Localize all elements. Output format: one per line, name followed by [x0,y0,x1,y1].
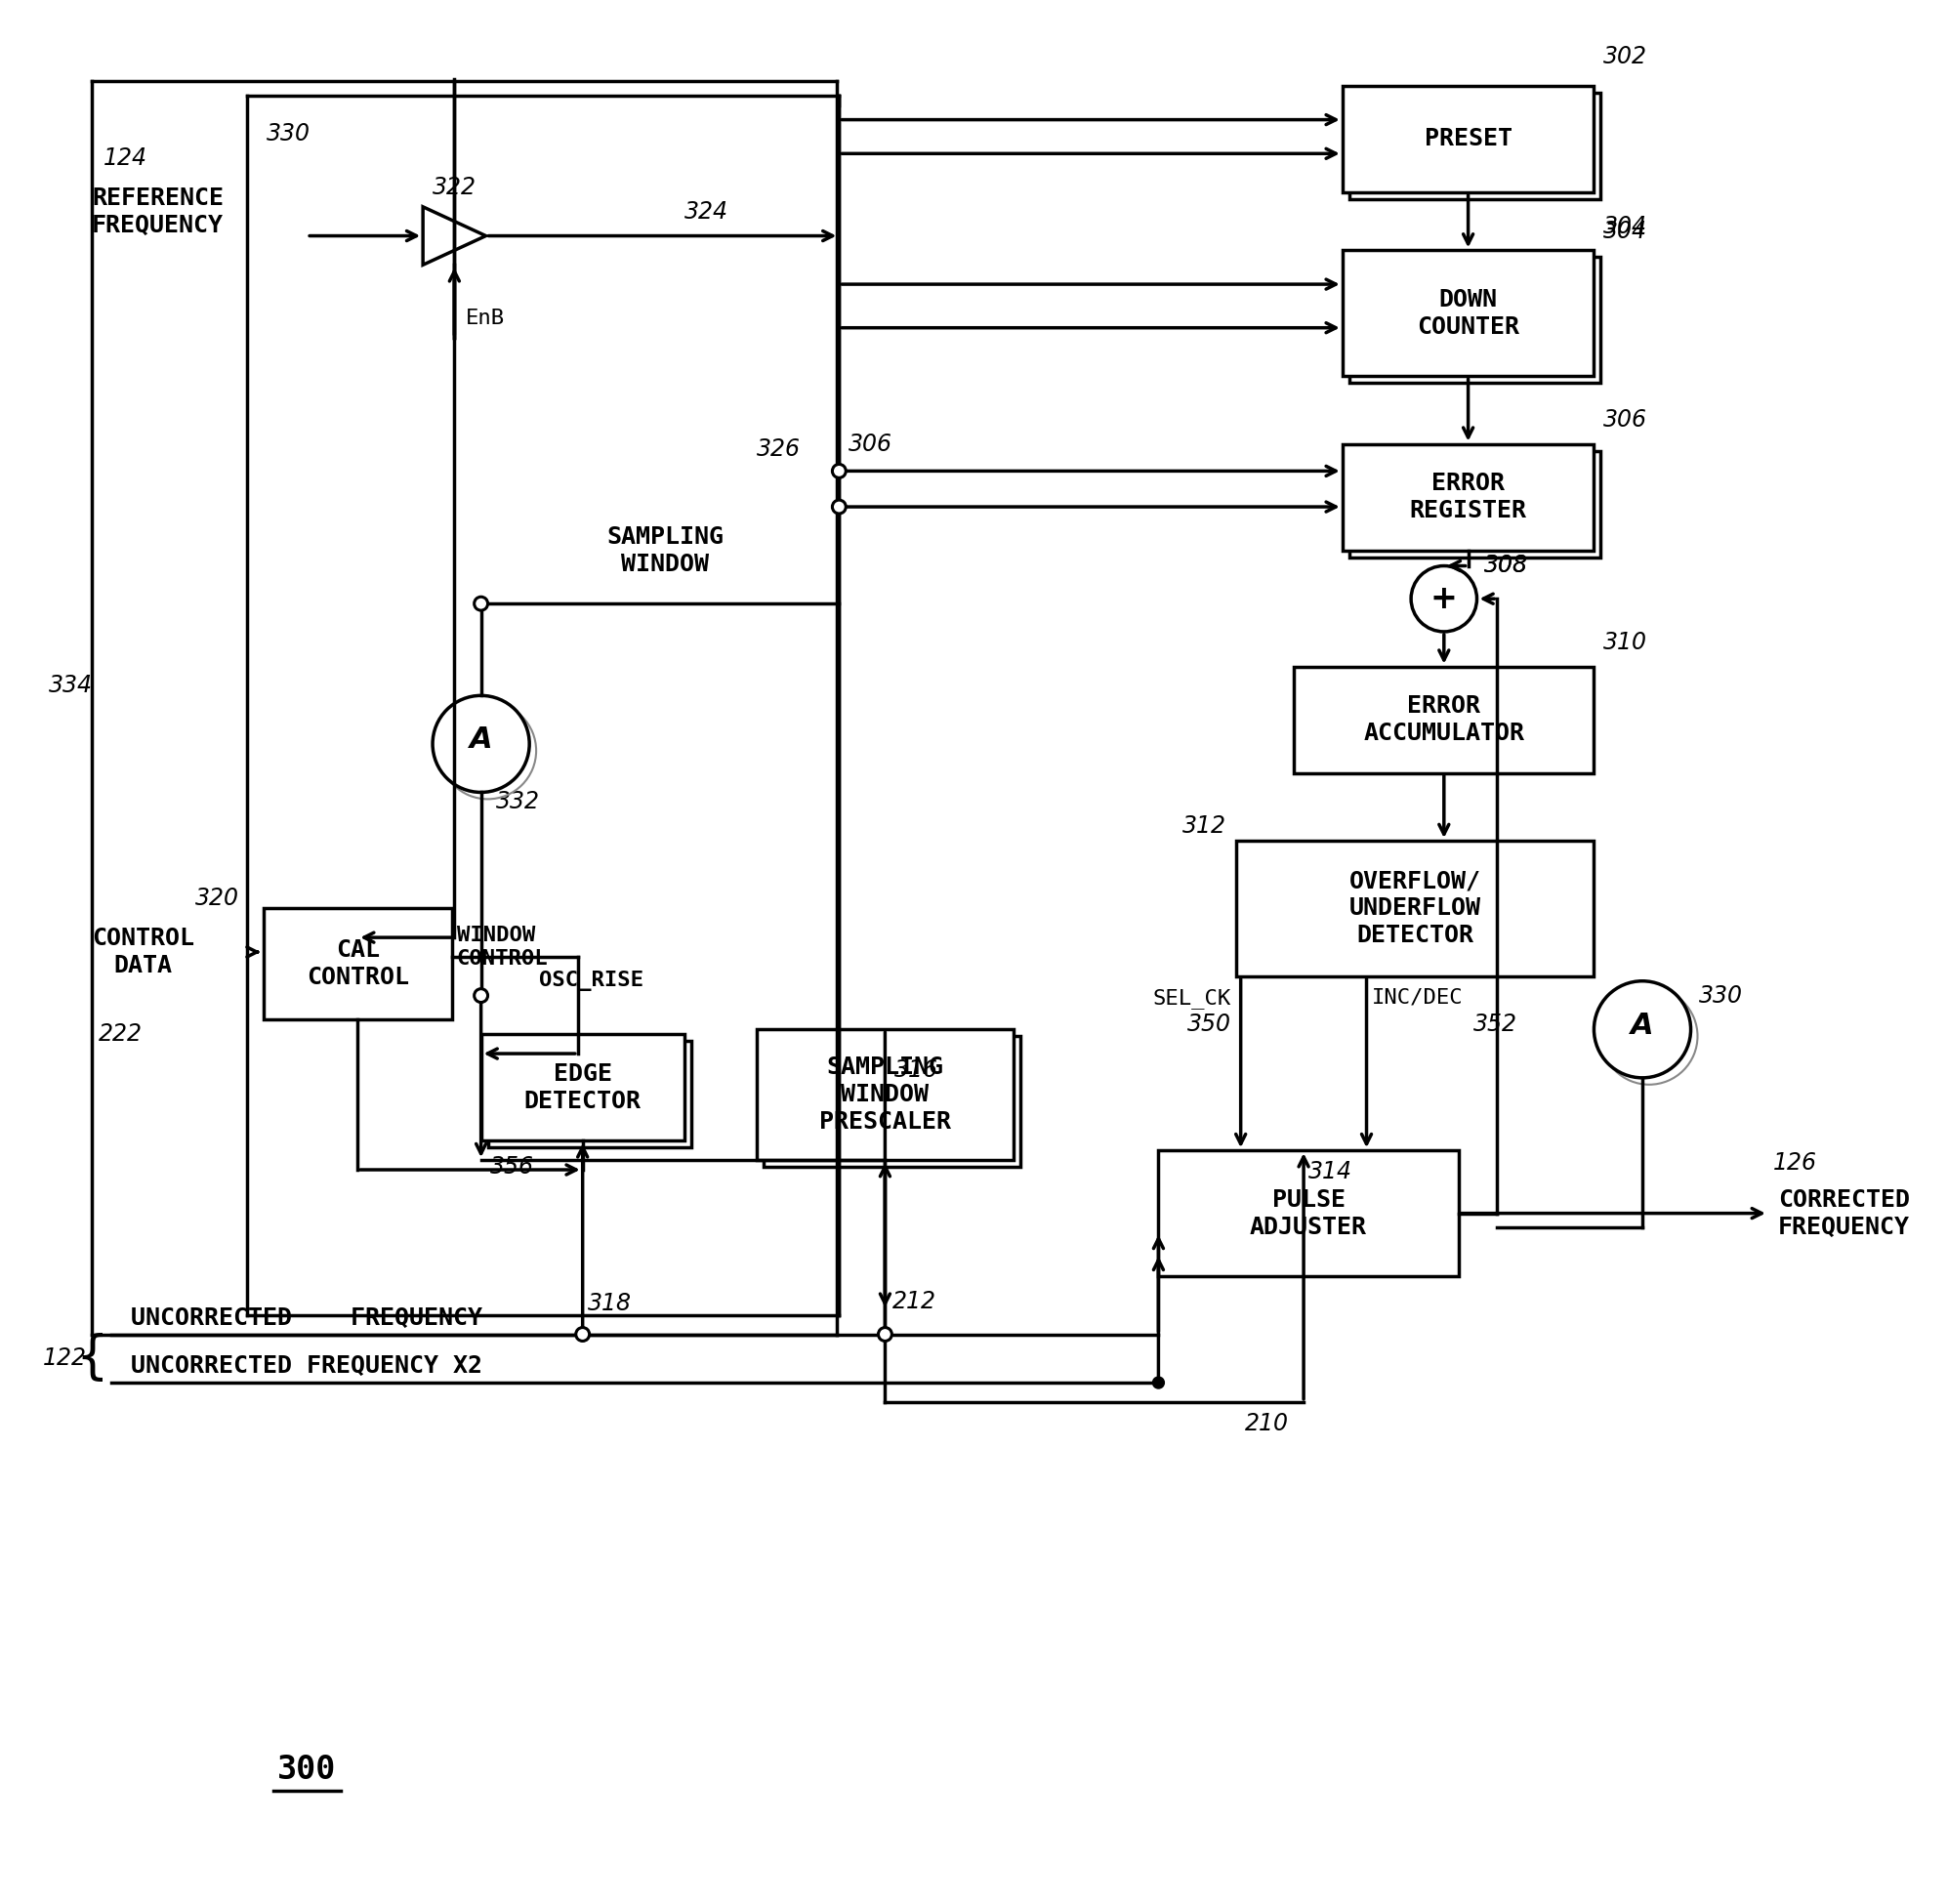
Text: SEL_CK: SEL_CK [1153,988,1231,1009]
Bar [481,1034,683,1140]
Text: 124: 124 [103,147,148,169]
Bar [1236,842,1595,977]
Text: 322: 322 [432,175,477,200]
Text: 222: 222 [99,1022,142,1045]
Text: 306: 306 [1604,407,1647,432]
Bar [1349,93,1600,200]
Text: 308: 308 [1486,554,1528,577]
Text: 210: 210 [1246,1411,1289,1436]
Text: CONTROL
DATA: CONTROL DATA [92,927,195,977]
Bar [489,1041,691,1148]
Text: EnB: EnB [465,308,504,327]
Bar [1349,257,1600,383]
Text: 352: 352 [1474,1013,1517,1036]
Text: OVERFLOW/
UNDERFLOW
DETECTOR: OVERFLOW/ UNDERFLOW DETECTOR [1349,870,1482,948]
Text: 306: 306 [849,432,894,455]
Text: 314: 314 [1308,1160,1353,1184]
Circle shape [1595,981,1690,1078]
Text: 320: 320 [195,887,239,910]
Bar [1341,249,1595,377]
Text: UNCORRECTED    FREQUENCY: UNCORRECTED FREQUENCY [130,1306,483,1329]
Circle shape [831,465,845,478]
Bar [1158,1150,1458,1276]
Circle shape [475,988,489,1002]
Bar [1295,666,1595,773]
Text: 332: 332 [496,790,539,813]
Text: DOWN
COUNTER: DOWN COUNTER [1417,288,1519,339]
Text: +: + [1431,583,1458,615]
Circle shape [878,1327,892,1340]
Circle shape [1412,565,1478,632]
Circle shape [1153,1377,1164,1388]
Text: ERROR
ACCUMULATOR: ERROR ACCUMULATOR [1363,695,1525,744]
Text: 326: 326 [757,438,800,461]
Circle shape [831,501,845,514]
Text: 212: 212 [894,1289,937,1314]
Circle shape [576,1329,588,1340]
Text: 350: 350 [1188,1013,1231,1036]
Text: 126: 126 [1774,1152,1817,1175]
Bar [1341,444,1595,550]
Circle shape [475,596,489,611]
Text: EDGE
DETECTOR: EDGE DETECTOR [524,1062,641,1112]
Circle shape [880,1329,892,1340]
Text: 304: 304 [1604,219,1647,242]
Bar [1341,86,1595,192]
Text: 330: 330 [267,122,310,147]
Circle shape [432,695,530,792]
Text: A: A [1632,1011,1653,1040]
Text: WINDOW
CONTROL: WINDOW CONTROL [458,925,549,969]
Text: 122: 122 [43,1346,88,1371]
Bar [757,1030,1012,1160]
Text: 316: 316 [896,1059,938,1081]
Text: 318: 318 [588,1291,631,1316]
Text: INC/DEC: INC/DEC [1371,988,1462,1007]
Text: 324: 324 [683,200,728,223]
Text: 302: 302 [1604,46,1647,69]
Text: OSC_RISE: OSC_RISE [539,971,644,992]
Circle shape [576,1327,590,1340]
Text: REFERENCE
FREQUENCY: REFERENCE FREQUENCY [92,187,224,236]
Bar [1349,451,1600,558]
Text: 330: 330 [1698,984,1743,1007]
Text: 304: 304 [1604,215,1647,238]
Text: SAMPLING
WINDOW
PRESCALER: SAMPLING WINDOW PRESCALER [820,1057,950,1133]
Text: SAMPLING
WINDOW: SAMPLING WINDOW [606,526,724,575]
Text: 310: 310 [1604,630,1647,655]
Text: 334: 334 [49,674,92,697]
Text: 312: 312 [1182,815,1227,838]
Text: PULSE
ADJUSTER: PULSE ADJUSTER [1250,1188,1367,1240]
Bar [263,908,452,1021]
Text: 308: 308 [1486,554,1528,577]
Text: {: { [76,1333,109,1384]
Text: A: A [469,725,493,754]
Text: ERROR
REGISTER: ERROR REGISTER [1410,472,1526,522]
Bar [763,1036,1020,1167]
Text: PRESET: PRESET [1423,128,1513,150]
Text: CORRECTED
FREQUENCY: CORRECTED FREQUENCY [1778,1188,1910,1240]
Text: 300: 300 [276,1754,337,1786]
Text: UNCORRECTED FREQUENCY X2: UNCORRECTED FREQUENCY X2 [130,1354,483,1378]
Text: CAL
CONTROL: CAL CONTROL [306,939,409,990]
Text: 356: 356 [491,1156,533,1179]
